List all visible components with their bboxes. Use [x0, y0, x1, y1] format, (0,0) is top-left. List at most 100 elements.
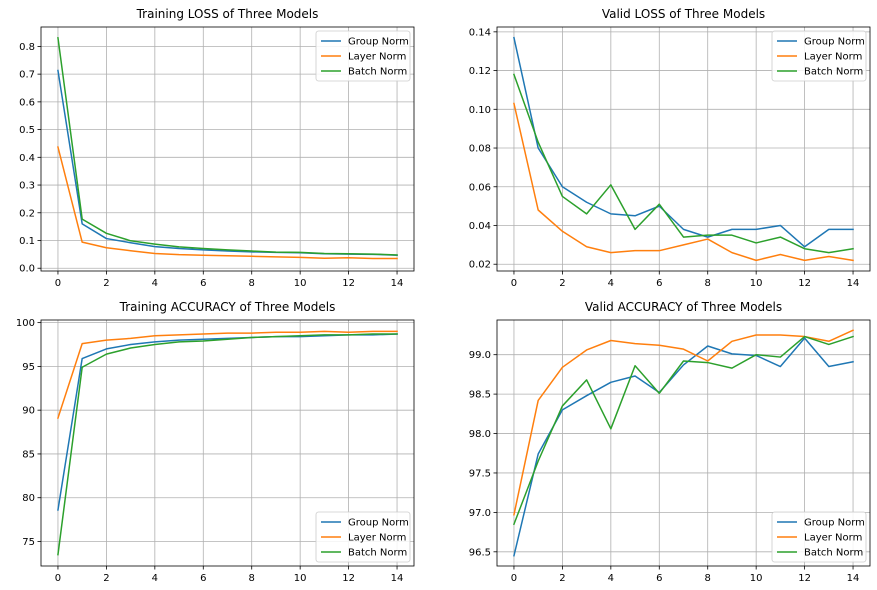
- legend-label: Batch Norm: [348, 548, 407, 559]
- x-tick-label: 4: [152, 573, 158, 584]
- y-tick-label: 0.7: [19, 70, 35, 81]
- chart-title: Valid LOSS of Three Models: [602, 7, 765, 21]
- y-tick-label: 98.0: [469, 429, 491, 440]
- x-tick-label: 6: [200, 573, 206, 584]
- y-tick-label: 0.6: [19, 97, 35, 108]
- y-tick-label: 0.4: [19, 153, 35, 164]
- series-line-layer-norm: [57, 330, 398, 419]
- legend: Group Norm Layer Norm Batch Norm: [315, 511, 411, 563]
- y-tick-label: 0.14: [469, 27, 491, 38]
- x-tick-label: 12: [798, 573, 811, 584]
- x-tick-label: 0: [55, 573, 61, 584]
- x-tick-label: 6: [656, 278, 662, 289]
- y-tick-label: 0.0: [19, 264, 35, 275]
- legend-label: Group Norm: [348, 37, 409, 48]
- axes-frame: [496, 319, 871, 567]
- y-tick-label: 0.12: [469, 66, 491, 77]
- legend: Group Norm Layer Norm Batch Norm: [315, 30, 411, 82]
- legend-box: [315, 511, 411, 563]
- y-tick-label: 0.1: [19, 236, 35, 247]
- x-tick-label: 2: [103, 278, 109, 289]
- x-tick-label: 14: [391, 573, 404, 584]
- chart-2: 0 2 4 6 8 10 12 14 75 80 85 90 95 100 Training ACCURAC…: [16, 300, 415, 584]
- legend-label: Group Norm: [804, 37, 865, 48]
- legend-label: Batch Norm: [804, 67, 863, 78]
- x-tick-label: 8: [249, 278, 255, 289]
- x-tick-label: 4: [152, 278, 158, 289]
- x-tick-label: 14: [391, 278, 404, 289]
- series-line-batch-norm: [512, 73, 854, 254]
- x-tick-label: 10: [750, 573, 763, 584]
- legend-label: Batch Norm: [804, 548, 863, 559]
- series-line-layer-norm: [57, 146, 398, 260]
- series-line-layer-norm: [513, 329, 855, 516]
- x-tick-label: 4: [608, 573, 614, 584]
- x-tick-label: 4: [608, 278, 614, 289]
- x-tick-label: 10: [294, 278, 307, 289]
- y-tick-label: 100: [16, 318, 35, 329]
- x-tick-label: 14: [847, 278, 860, 289]
- y-tick-label: 0.04: [469, 221, 491, 232]
- legend-label: Layer Norm: [348, 533, 406, 544]
- y-tick-label: 80: [22, 493, 35, 504]
- legend-box: [771, 30, 867, 82]
- y-tick-label: 85: [22, 449, 35, 460]
- y-tick-label: 96.5: [469, 547, 491, 558]
- x-tick-label: 8: [249, 573, 255, 584]
- series-line-batch-norm: [57, 36, 398, 256]
- chart-title: Training LOSS of Three Models: [136, 7, 319, 21]
- axes-frame: [40, 319, 415, 567]
- x-tick-label: 12: [798, 278, 811, 289]
- y-tick-label: 98.5: [469, 390, 491, 401]
- y-tick-label: 95: [22, 362, 35, 373]
- x-tick-label: 12: [342, 573, 355, 584]
- x-tick-label: 6: [200, 278, 206, 289]
- x-tick-label: 10: [750, 278, 763, 289]
- y-tick-label: 0.8: [19, 42, 35, 53]
- y-tick-label: 97.5: [469, 468, 491, 479]
- y-tick-label: 0.02: [469, 260, 491, 271]
- y-tick-label: 0.2: [19, 208, 35, 219]
- y-tick-label: 0.5: [19, 125, 35, 136]
- x-tick-label: 8: [705, 573, 711, 584]
- legend: Group Norm Layer Norm Batch Norm: [771, 511, 867, 563]
- y-tick-label: 0.10: [469, 105, 491, 116]
- x-tick-label: 0: [55, 278, 61, 289]
- series-line-group-norm: [513, 36, 854, 248]
- axes-frame: [40, 26, 415, 272]
- axes-frame: [496, 26, 871, 272]
- legend-label: Group Norm: [348, 518, 409, 529]
- legend-label: Layer Norm: [804, 52, 862, 63]
- series-line-group-norm: [513, 337, 854, 557]
- chart-3: 0 2 4 6 8 10 12 14 96.5 97.0 97.5 98.0 98.5 99.0 Valid…: [469, 300, 871, 584]
- chart-title: Valid ACCURACY of Three Models: [585, 300, 782, 314]
- x-tick-label: 2: [103, 573, 109, 584]
- legend-label: Batch Norm: [348, 67, 407, 78]
- y-tick-label: 0.08: [469, 144, 491, 155]
- legend-box: [771, 511, 867, 563]
- chart-0: 0 2 4 6 8 10 12 14 0.0 0.1 0.2 0.3 0.4 0.5 0.6 0.7 0.8 Tr…: [19, 7, 415, 289]
- y-tick-label: 90: [22, 406, 35, 417]
- x-tick-label: 10: [294, 573, 307, 584]
- y-tick-label: 99.0: [469, 350, 491, 361]
- x-tick-label: 0: [511, 278, 517, 289]
- y-tick-label: 97.0: [469, 508, 491, 519]
- legend-label: Layer Norm: [348, 52, 406, 63]
- legend-label: Group Norm: [804, 518, 865, 529]
- chart-1: 0 2 4 6 8 10 12 14 0.02 0.04 0.06 0.08 0.10 0.12 0.14 V…: [469, 7, 871, 289]
- y-tick-label: 0.06: [469, 182, 491, 193]
- series-line-layer-norm: [513, 102, 854, 262]
- series-line-batch-norm: [512, 335, 854, 526]
- y-tick-label: 75: [22, 537, 35, 548]
- x-tick-label: 8: [705, 278, 711, 289]
- legend: Group Norm Layer Norm Batch Norm: [771, 30, 867, 82]
- legend-label: Layer Norm: [804, 533, 862, 544]
- x-tick-label: 12: [342, 278, 355, 289]
- x-tick-label: 0: [511, 573, 517, 584]
- x-tick-label: 6: [656, 573, 662, 584]
- y-tick-label: 0.3: [19, 181, 35, 192]
- x-tick-label: 2: [559, 573, 565, 584]
- series-line-batch-norm: [57, 333, 398, 556]
- legend-box: [315, 30, 411, 82]
